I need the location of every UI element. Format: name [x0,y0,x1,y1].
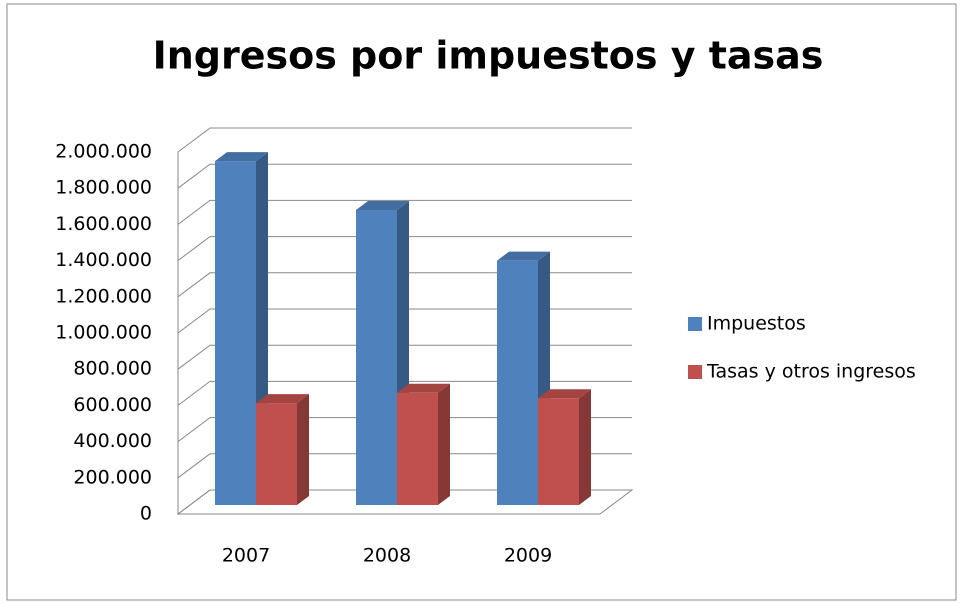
grid-line [177,417,632,443]
x-tick-label: 2008 [363,545,411,567]
grid-line [177,380,632,406]
legend-label: Impuestos [707,313,806,335]
bar [397,392,438,505]
y-tick-label: 0 [140,503,152,525]
y-tick-label: 2.000.000 [55,141,152,163]
grid-line [177,127,632,153]
bar [356,209,397,505]
bar [256,403,297,505]
legend-swatch [688,365,702,379]
y-tick-label: 600.000 [73,394,152,416]
x-tick-label: 2007 [222,545,270,567]
bar [538,398,579,505]
grid-line [177,199,632,225]
y-tick-label: 1.200.000 [55,285,152,307]
bar-side [297,394,309,505]
bar-top [497,251,550,261]
chart-title: Ingresos por impuestos y tasas [153,34,824,78]
grid-line [177,236,632,262]
y-tick-label: 1.000.000 [55,322,152,344]
y-tick-label: 1.400.000 [55,249,152,271]
y-tick-label: 1.600.000 [55,213,152,235]
bar-top [215,152,268,162]
bar-top [397,383,450,393]
grid-line [177,163,632,189]
legend-label: Tasas y otros ingresos [706,361,916,383]
y-tick-label: 400.000 [73,430,152,452]
x-tick-label: 2009 [504,545,552,567]
grid-line [177,344,632,370]
bar [215,161,256,505]
grid-line [177,308,632,334]
y-tick-label: 1.800.000 [55,177,152,199]
bar-top [256,394,309,404]
bar-top [356,200,409,210]
grid-line [177,453,632,479]
chart-border [6,3,957,601]
y-tick-label: 200.000 [73,466,152,488]
bar-side [579,389,591,505]
bar-side [438,383,450,505]
legend-swatch [688,317,702,331]
bar [497,260,538,505]
y-tick-label: 800.000 [73,358,152,380]
grid-line [177,272,632,298]
bar-top [538,389,591,399]
grid-line [177,489,632,515]
